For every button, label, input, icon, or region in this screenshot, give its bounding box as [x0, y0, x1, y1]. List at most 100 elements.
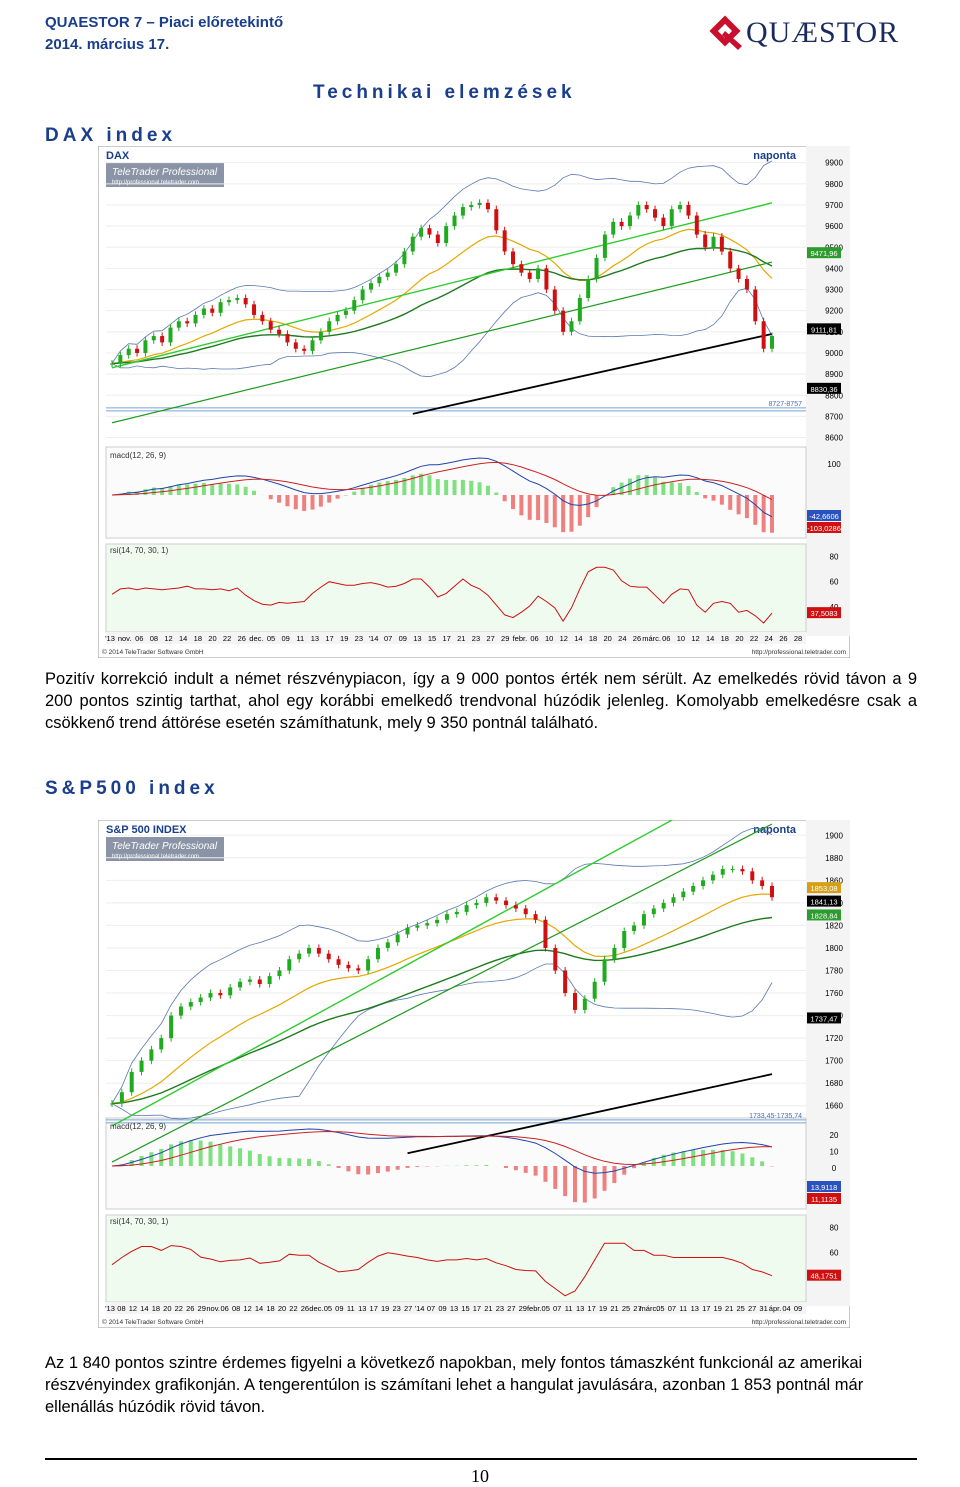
candle: [543, 919, 548, 948]
x-tick-label: 27: [486, 634, 494, 643]
macd-y-tick-label: 100: [827, 460, 841, 469]
macd-histogram-bar: [494, 492, 499, 495]
x-tick-label: 28: [794, 634, 802, 643]
candle: [135, 348, 140, 353]
macd-histogram-bar: [310, 495, 315, 510]
candle: [678, 204, 683, 210]
price-value-label: 9111,81: [811, 325, 837, 334]
y-tick-label: 1760: [825, 989, 843, 998]
candle: [661, 902, 666, 909]
price-value-badge: [807, 895, 841, 907]
macd-histogram-bar: [703, 495, 708, 499]
rsi-panel-bg: [105, 1214, 807, 1303]
macd-histogram-bar: [511, 495, 516, 510]
candle: [484, 897, 489, 903]
x-tick-label: 06: [530, 634, 538, 643]
candle: [703, 234, 708, 248]
macd-histogram-bar: [533, 1166, 538, 1176]
macd-histogram-bar: [335, 495, 340, 499]
rsi-value-label: 37,5083: [810, 609, 837, 618]
macd-histogram-bar: [293, 495, 298, 510]
chart-footer-url: http://professional.teletrader.com: [752, 1319, 846, 1326]
y-tick-label: 9800: [825, 180, 843, 189]
brand-box: [106, 163, 224, 187]
candle: [561, 310, 566, 332]
macd-panel-title: macd(12, 26, 9): [110, 451, 166, 460]
candle: [553, 947, 558, 971]
dax-chart: DAX naponta TeleTrader Professional http://…: [98, 146, 850, 658]
macd-value-label: 11,1135: [811, 1195, 837, 1204]
candle: [169, 1015, 174, 1039]
moving-average-200-line: [412, 333, 773, 415]
x-tick-label: 19: [381, 1304, 389, 1313]
moving-average-short-line: [111, 893, 773, 1105]
macd-histogram-bar: [627, 478, 632, 495]
x-tick-label: 07: [384, 634, 392, 643]
brand-name: TeleTrader Professional: [112, 167, 218, 178]
x-tick-label: febr.: [527, 1304, 542, 1313]
x-tick-label: 17: [587, 1304, 595, 1313]
x-tick-label: 21: [484, 1304, 492, 1313]
rsi-value-badge: [807, 1269, 841, 1281]
macd-histogram-bar: [622, 1166, 627, 1175]
candle: [285, 333, 290, 343]
macd-histogram-bar: [257, 1154, 262, 1166]
macd-histogram-bar: [710, 1149, 715, 1166]
candle: [226, 300, 231, 303]
macd-histogram-bar: [484, 1165, 489, 1166]
macd-histogram-bar: [572, 1166, 577, 1203]
x-tick-label: 20: [604, 634, 612, 643]
macd-histogram-bar: [644, 475, 649, 495]
macd-histogram-bar: [208, 1141, 213, 1166]
macd-histogram-bar: [691, 1150, 696, 1166]
macd-histogram-bar: [543, 1166, 548, 1182]
rsi-value-badge: [807, 607, 841, 619]
candle: [701, 880, 706, 886]
candle: [307, 947, 312, 954]
candle: [536, 268, 541, 279]
macd-value-label: -103,0286: [807, 524, 841, 533]
macd-histogram-bar: [464, 1165, 469, 1166]
macd-histogram-bar: [402, 477, 407, 495]
rsi-value-label: 48,1751: [810, 1272, 837, 1281]
macd-value-badge: [807, 510, 841, 521]
candle: [110, 363, 114, 365]
x-tick-label: 17: [473, 1304, 481, 1313]
candle: [139, 1060, 144, 1072]
x-tick-label: 04: [782, 1304, 790, 1313]
candle: [710, 874, 715, 881]
macd-histogram-bar: [736, 495, 741, 515]
candle: [569, 321, 574, 332]
candle: [310, 340, 315, 351]
x-tick-label: 11: [679, 1304, 687, 1313]
price-value-badge: [807, 1012, 841, 1024]
x-tick-label: 18: [194, 634, 202, 643]
macd-histogram-bar: [661, 1154, 666, 1166]
x-tick-label: márc.: [642, 634, 661, 643]
x-tick-label: 06: [662, 634, 670, 643]
candle: [385, 942, 390, 948]
bollinger-upper-line: [111, 827, 773, 1104]
price-value-badge: [807, 882, 841, 894]
candle: [419, 228, 424, 237]
macd-histogram-bar: [636, 475, 641, 495]
header-date: 2014. március 17.: [45, 36, 170, 53]
candle: [129, 1071, 134, 1093]
candle: [563, 970, 568, 994]
macd-histogram-bar: [375, 1166, 380, 1174]
macd-histogram-bar: [247, 1150, 252, 1166]
trend-line-lower: [111, 261, 773, 424]
macd-histogram-bar: [228, 1146, 233, 1166]
y-tick-label: 9000: [825, 349, 843, 358]
macd-histogram-bar: [360, 487, 365, 495]
candle: [168, 327, 173, 343]
candle: [302, 348, 307, 351]
macd-value-label: 13,9118: [811, 1183, 838, 1192]
x-tick-label: 23: [355, 634, 363, 643]
candle: [502, 230, 507, 252]
brand-box: [106, 837, 224, 861]
macd-histogram-bar: [307, 1158, 312, 1166]
macd-histogram-bar: [178, 1141, 183, 1166]
candle: [159, 1038, 164, 1050]
price-value-badge: [807, 247, 841, 259]
